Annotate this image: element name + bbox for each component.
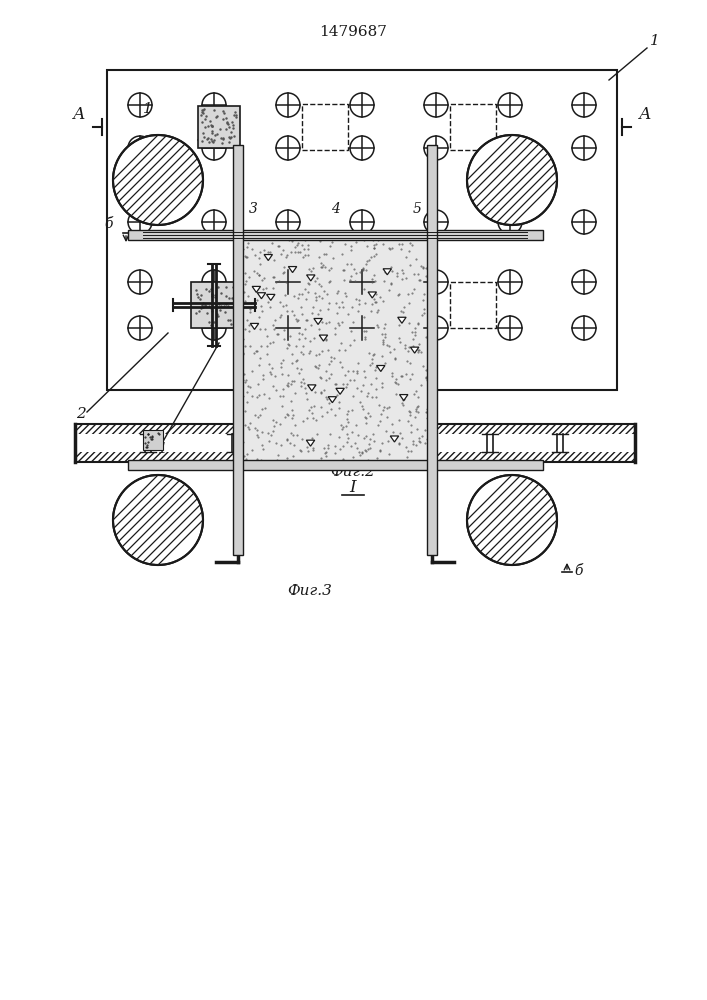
Polygon shape [390,436,399,442]
Polygon shape [328,397,337,403]
Circle shape [498,316,522,340]
Bar [128,230,543,240]
Bar [233,145,243,555]
Bar [238,235,433,465]
Polygon shape [264,255,272,261]
Circle shape [276,136,300,160]
Text: Фиг.1: Фиг.1 [331,397,375,411]
Circle shape [276,316,300,340]
Text: I: I [350,479,356,496]
Polygon shape [252,286,261,292]
Circle shape [424,270,448,294]
Polygon shape [288,267,297,273]
Circle shape [276,210,300,234]
Bar [191,282,237,328]
Circle shape [572,136,596,160]
Circle shape [572,270,596,294]
Bar [75,424,635,434]
Circle shape [350,93,374,117]
Circle shape [128,270,152,294]
Circle shape [424,136,448,160]
Circle shape [202,136,226,160]
Circle shape [128,136,152,160]
Text: А-А: А-А [340,413,366,427]
Circle shape [467,135,557,225]
Bar [107,70,617,390]
Circle shape [498,270,522,294]
Polygon shape [377,366,385,372]
Text: 1: 1 [650,34,660,48]
Circle shape [572,210,596,234]
Circle shape [202,270,226,294]
Text: 1479687: 1479687 [319,25,387,39]
Bar [198,105,240,147]
Bar [302,282,348,328]
Bar [302,104,348,149]
Polygon shape [306,440,315,446]
Circle shape [498,210,522,234]
Text: 2: 2 [76,407,86,421]
Text: 4: 4 [331,202,339,216]
Circle shape [276,93,300,117]
Polygon shape [383,269,392,275]
Circle shape [350,316,374,340]
Circle shape [128,316,152,340]
Circle shape [572,316,596,340]
Polygon shape [368,292,376,298]
Circle shape [498,93,522,117]
Circle shape [424,93,448,117]
Circle shape [202,210,226,234]
Text: 1: 1 [377,395,387,409]
Polygon shape [320,335,327,341]
Text: б: б [574,564,583,578]
Circle shape [350,270,374,294]
Circle shape [424,210,448,234]
Circle shape [350,210,374,234]
Bar [427,145,437,555]
Polygon shape [257,293,266,299]
Polygon shape [308,385,316,391]
Polygon shape [314,318,322,324]
Bar [75,434,635,452]
Circle shape [202,316,226,340]
Bar [75,424,635,434]
Circle shape [350,136,374,160]
Bar [143,430,163,450]
Bar [75,452,635,462]
Text: 5: 5 [413,202,421,216]
Text: А: А [73,106,86,123]
Text: Фиг.2: Фиг.2 [331,465,375,479]
Circle shape [202,93,226,117]
Circle shape [498,136,522,160]
Text: 3: 3 [249,202,257,216]
Circle shape [276,270,300,294]
Circle shape [128,210,152,234]
Circle shape [572,93,596,117]
Circle shape [467,475,557,565]
Text: 2: 2 [146,174,154,188]
Polygon shape [250,323,259,329]
Text: Фиг.3: Фиг.3 [288,584,332,598]
Polygon shape [399,395,408,401]
Bar [128,460,543,470]
Circle shape [113,135,203,225]
Bar [450,282,496,328]
Polygon shape [336,388,344,394]
Text: б: б [105,217,113,231]
Circle shape [128,93,152,117]
Text: 1: 1 [158,442,168,456]
Text: А: А [638,106,651,123]
Circle shape [113,475,203,565]
Polygon shape [267,294,275,300]
Polygon shape [307,275,315,281]
Polygon shape [411,347,419,353]
Polygon shape [398,317,406,323]
Circle shape [424,316,448,340]
Text: 1: 1 [143,102,153,116]
Bar [450,104,496,149]
